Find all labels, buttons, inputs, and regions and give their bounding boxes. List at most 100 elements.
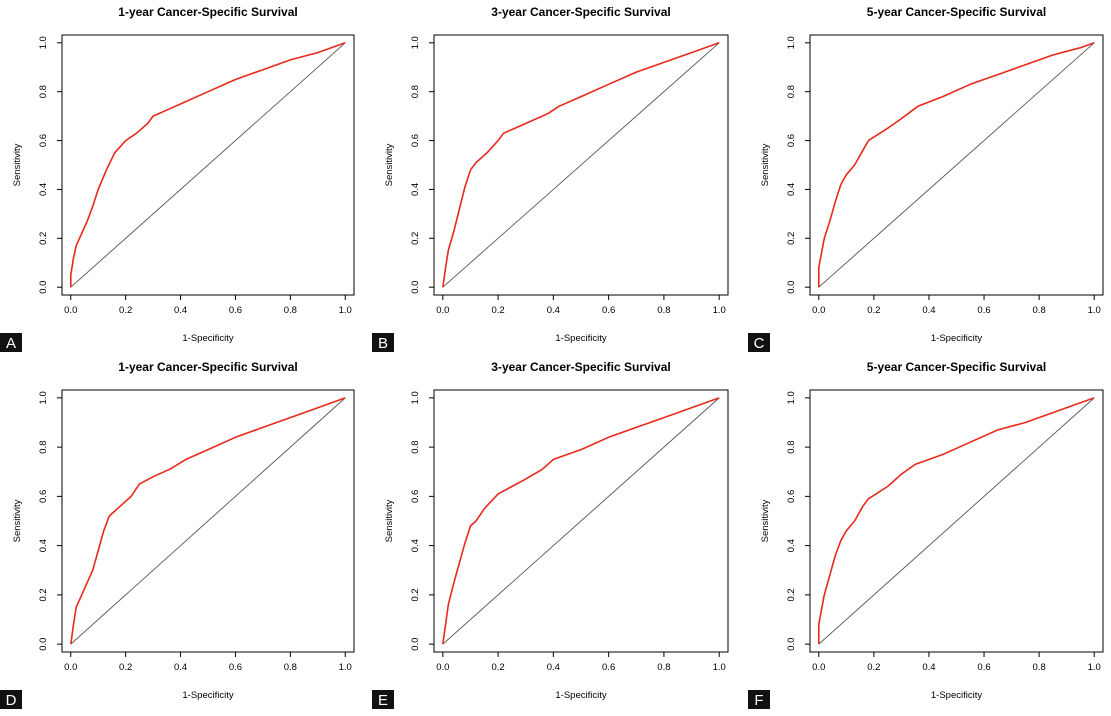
x-tick-label: 0.6 <box>977 662 990 673</box>
roc-panel-d: 1-year Cancer-Specific Survival 0.0 0.2 0.4… <box>0 360 355 709</box>
y-tick-label: 0.6 <box>410 134 421 147</box>
roc-panel-f: 5-year Cancer-Specific Survival 0.0 0.2 0.4… <box>748 360 1104 709</box>
roc-curve <box>442 397 720 645</box>
x-tick-label: 1.0 <box>1088 305 1101 316</box>
x-tick-label: 0.8 <box>1033 305 1046 316</box>
x-tick-label: 0.6 <box>229 662 242 673</box>
y-tick-label: 0.4 <box>786 183 797 196</box>
reference-diagonal-line <box>818 397 1095 645</box>
panel-letter-badge <box>748 690 770 709</box>
y-axis-label: Sensitivity <box>760 499 771 542</box>
plot-frame <box>433 389 729 653</box>
y-tick-label: 1.0 <box>410 36 421 49</box>
roc-curve <box>70 397 346 645</box>
y-tick-label: 0.2 <box>786 232 797 245</box>
y-tick-label: 0.6 <box>786 134 797 147</box>
x-tick-label: 0.4 <box>174 305 187 316</box>
roc-panel-b: 3-year Cancer-Specific Survival 0.0 0.2 0.4… <box>372 5 729 352</box>
x-tick-label: 0.2 <box>119 305 132 316</box>
x-tick-label: 0.0 <box>812 305 825 316</box>
y-tick-label: 0.8 <box>38 85 49 98</box>
y-tick-label: 0.6 <box>38 490 49 503</box>
x-tick-label: 0.6 <box>977 305 990 316</box>
y-tick-label: 0.2 <box>38 232 49 245</box>
y-tick-label: 0.0 <box>786 281 797 294</box>
panel-title: 1-year Cancer-Specific Survival <box>118 360 297 374</box>
y-tick-label: 1.0 <box>786 391 797 404</box>
panel-title: 1-year Cancer-Specific Survival <box>118 5 297 19</box>
y-tick-label: 0.8 <box>410 85 421 98</box>
panel-letter-badge <box>0 690 22 709</box>
x-tick-label: 0.8 <box>1033 662 1046 673</box>
x-axis-label: 1-Specificity <box>182 690 233 701</box>
roc-curve <box>70 42 346 288</box>
x-tick-label: 0.2 <box>119 662 132 673</box>
plot-frame <box>433 34 729 296</box>
y-tick-label: 0.8 <box>410 441 421 454</box>
x-tick-label: 0.8 <box>657 662 670 673</box>
x-tick-label: 0.4 <box>922 662 935 673</box>
x-tick-label: 0.6 <box>602 305 615 316</box>
roc-curve <box>817 397 1095 645</box>
x-tick-label: 0.4 <box>547 305 560 316</box>
panel-letter: A <box>6 335 16 352</box>
roc-panel-e: 3-year Cancer-Specific Survival 0.0 0.2 0.4… <box>372 360 729 709</box>
x-axis-label: 1-Specificity <box>555 690 606 701</box>
panel-letter-badge <box>748 333 770 352</box>
y-tick-label: 0.4 <box>410 539 421 552</box>
x-tick-label: 0.8 <box>284 662 297 673</box>
y-tick-label: 0.2 <box>38 588 49 601</box>
reference-diagonal-line <box>70 397 346 645</box>
panel-letter: F <box>754 692 763 709</box>
y-tick-label: 0.2 <box>786 588 797 601</box>
x-tick-label: 1.0 <box>1088 662 1101 673</box>
y-tick-label: 0.6 <box>410 490 421 503</box>
x-tick-label: 0.0 <box>812 662 825 673</box>
x-tick-label: 0.2 <box>491 305 504 316</box>
y-tick-label: 0.0 <box>410 281 421 294</box>
roc-curve <box>817 42 1095 288</box>
x-tick-label: 0.0 <box>436 305 449 316</box>
x-tick-label: 0.2 <box>867 305 880 316</box>
y-tick-label: 0.6 <box>786 490 797 503</box>
plot-frame <box>61 389 355 653</box>
y-tick-label: 0.0 <box>38 638 49 651</box>
y-tick-label: 1.0 <box>38 36 49 49</box>
panel-letter-badge <box>0 333 22 352</box>
x-tick-label: 1.0 <box>713 662 726 673</box>
y-tick-label: 0.0 <box>786 638 797 651</box>
x-tick-label: 0.6 <box>229 305 242 316</box>
panel-letter: E <box>378 692 388 709</box>
panel-letter-badge <box>372 333 394 352</box>
y-tick-label: 0.4 <box>786 539 797 552</box>
roc-panel-a: 1-year Cancer-Specific Survival 0.0 0.2 0.4… <box>0 5 355 352</box>
panel-letter: C <box>754 335 765 352</box>
y-axis-label: Sensitivity <box>384 499 395 542</box>
x-tick-label: 0.8 <box>284 305 297 316</box>
y-tick-label: 0.2 <box>410 588 421 601</box>
x-tick-label: 0.2 <box>491 662 504 673</box>
x-tick-label: 0.4 <box>547 662 560 673</box>
roc-panel-c: 5-year Cancer-Specific Survival 0.0 0.2 0.4… <box>748 5 1104 352</box>
x-axis-label: 1-Specificity <box>931 690 982 701</box>
panel-title: 5-year Cancer-Specific Survival <box>867 360 1046 374</box>
y-tick-label: 0.0 <box>410 638 421 651</box>
reference-diagonal-line <box>442 397 720 645</box>
x-tick-label: 1.0 <box>713 305 726 316</box>
x-tick-label: 0.8 <box>657 305 670 316</box>
x-tick-label: 0.2 <box>867 662 880 673</box>
panel-letter-badge <box>372 690 394 709</box>
y-axis-label: Sensitivity <box>384 143 395 186</box>
y-tick-label: 0.4 <box>38 539 49 552</box>
panel-title: 3-year Cancer-Specific Survival <box>491 5 670 19</box>
x-tick-label: 1.0 <box>339 305 352 316</box>
x-axis-label: 1-Specificity <box>182 333 233 344</box>
y-tick-label: 0.0 <box>38 281 49 294</box>
y-tick-label: 0.8 <box>786 85 797 98</box>
x-tick-label: 0.0 <box>436 662 449 673</box>
x-tick-label: 0.0 <box>64 662 77 673</box>
plot-frame <box>809 389 1104 653</box>
panel-letter: B <box>378 335 388 352</box>
y-tick-label: 0.4 <box>410 183 421 196</box>
